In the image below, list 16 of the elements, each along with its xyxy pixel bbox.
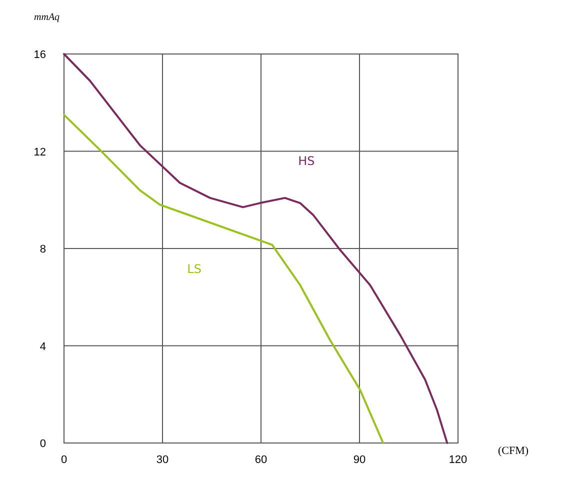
y-tick-label: 8	[40, 244, 46, 256]
line-series	[63, 114, 384, 444]
x-tick-label: 120	[448, 454, 468, 466]
x-tick-label: 60	[254, 454, 268, 466]
y-tick-label: 4	[40, 340, 46, 353]
line-series	[63, 53, 448, 444]
x-tick-label: 90	[353, 454, 366, 466]
y-axis-title: mmAq	[34, 12, 60, 23]
y-tick-label: 16	[34, 49, 46, 61]
x-tick-label: 30	[156, 454, 169, 466]
y-tick-label: 12	[34, 146, 46, 158]
text: LS	[187, 262, 202, 276]
x-tick-label: 0	[60, 454, 68, 466]
y-tick-label: 0	[40, 438, 46, 450]
text: HS	[298, 154, 315, 168]
x-axis-title: (CFM)	[498, 445, 529, 457]
